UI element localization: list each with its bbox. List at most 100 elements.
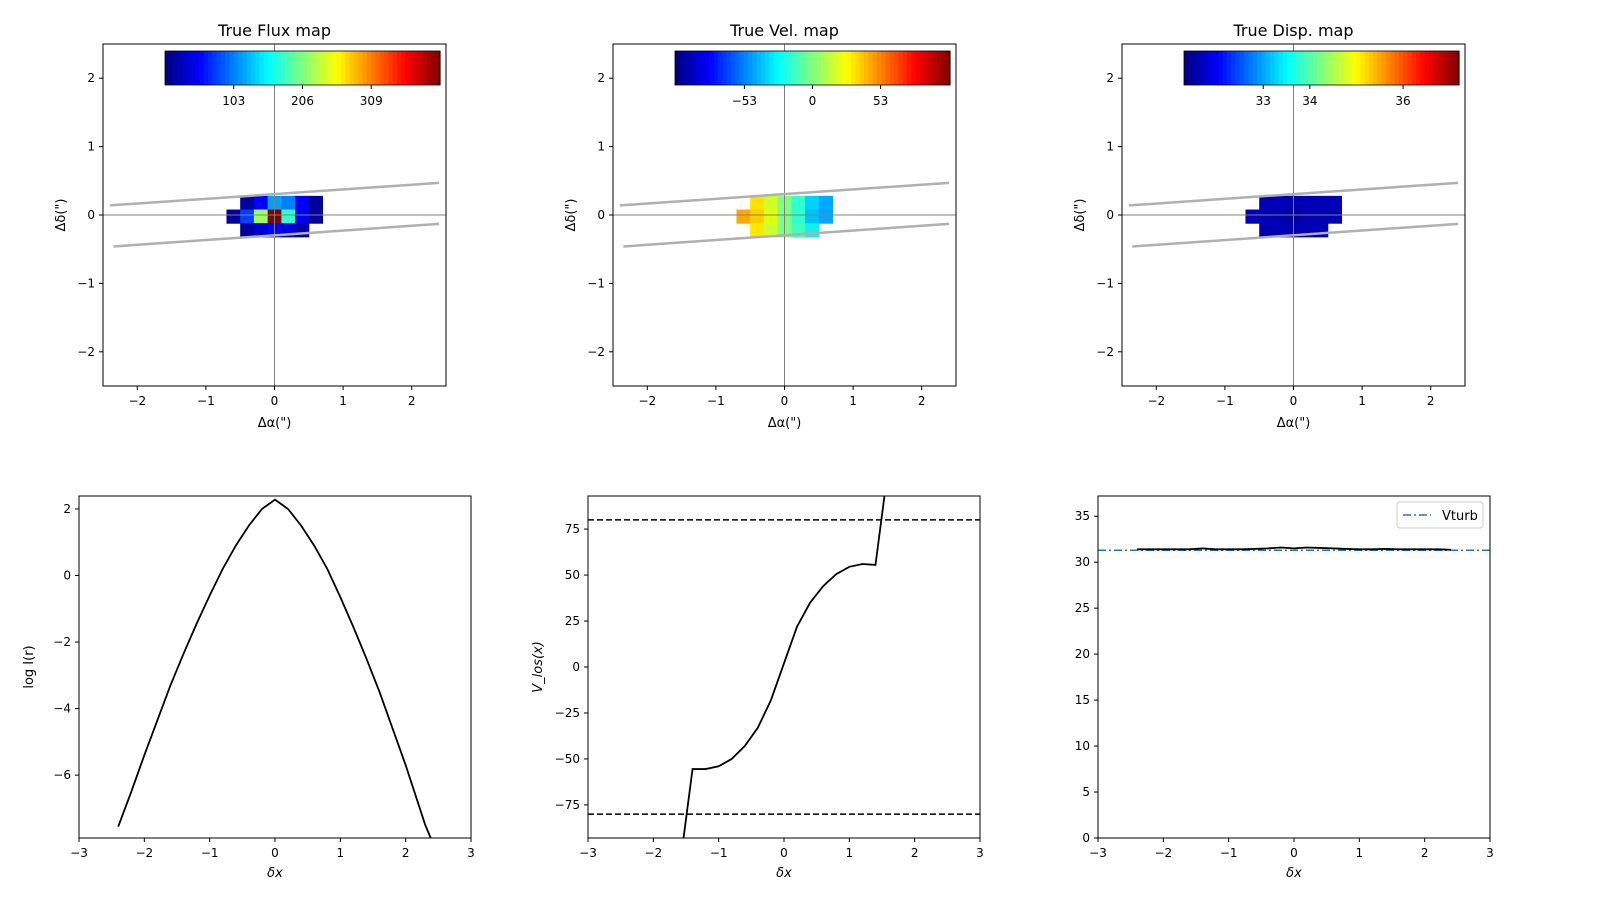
x-tick-label: −3 <box>579 846 597 860</box>
map-pixel <box>308 209 324 224</box>
colorbar-segment <box>332 51 338 85</box>
colorbar-segment <box>928 51 934 85</box>
x-tick-label: −2 <box>135 846 153 860</box>
map-pixel <box>253 223 269 238</box>
x-tick-label: 0 <box>780 846 788 860</box>
colorbar-segment <box>1330 51 1335 85</box>
colorbar-segment <box>250 51 256 85</box>
colorbar-segment <box>1416 51 1421 85</box>
colorbar-segment <box>169 51 175 85</box>
colorbar-segment <box>298 51 304 85</box>
chart-panel-2: 33 34 36 −2 −1 0 1 2 −2 −1 0 1 2 True Disp. map Δα(") Δ… <box>1073 21 1466 431</box>
y-tick-label: −1 <box>1096 276 1114 290</box>
y-tick-label: 10 <box>1075 739 1090 753</box>
map-pixel <box>1314 223 1329 238</box>
colorbar-segment <box>1226 51 1232 85</box>
colorbar-segment <box>1188 51 1194 85</box>
y-tick-label: −2 <box>1096 345 1114 359</box>
colorbar-segment <box>752 51 758 85</box>
plot-area <box>588 496 980 838</box>
x-tick-label: −1 <box>1216 394 1234 408</box>
colorbar-segment <box>165 51 170 85</box>
plot-area <box>613 44 956 386</box>
colorbar-segment <box>765 51 771 85</box>
colorbar: −53 0 53 <box>674 50 951 108</box>
map-pixel <box>253 209 269 224</box>
dispersion-line <box>1137 546 1451 551</box>
map-pixel <box>1259 195 1274 211</box>
map-pixel <box>805 195 820 211</box>
map-pixel <box>791 195 806 211</box>
y-tick-label: 0 <box>63 569 71 583</box>
slit-line <box>1132 222 1459 248</box>
colorbar-segment <box>186 51 192 85</box>
map-pixel <box>308 195 324 211</box>
x-tick-label: −2 <box>638 394 656 408</box>
colorbar-segment <box>885 51 891 85</box>
colorbar-segment <box>255 51 261 85</box>
x-tick-label: 0 <box>271 846 279 860</box>
colorbar-segment <box>397 51 402 85</box>
map-pixel <box>1314 195 1329 211</box>
plot-area <box>1098 546 1490 551</box>
colorbar-segment <box>1450 51 1456 85</box>
colorbar-segment <box>1231 51 1237 85</box>
colorbar-segment <box>907 51 912 85</box>
y-tick-label: 1 <box>87 140 95 154</box>
colorbar-segment <box>341 51 347 85</box>
x-tick-label: −2 <box>128 394 146 408</box>
colorbar-segment <box>1420 51 1426 85</box>
map-pixel <box>818 209 834 224</box>
colorbar-segment <box>375 51 381 85</box>
colorbar-segment <box>392 51 398 85</box>
x-tick-label: 2 <box>402 846 410 860</box>
y-tick-label: −6 <box>53 768 71 782</box>
colorbar-segment <box>838 51 844 85</box>
colorbar-segment <box>894 51 900 85</box>
y-tick-label: −2 <box>53 635 71 649</box>
colorbar-segment <box>1394 51 1400 85</box>
colorbar-segment <box>1360 51 1366 85</box>
colorbar-segment <box>932 51 938 85</box>
colorbar-segment <box>1269 51 1275 85</box>
colorbar-segment <box>207 51 213 85</box>
y-tick-label: 35 <box>1075 509 1090 523</box>
x-tick-label: 0 <box>781 394 789 408</box>
y-tick-label: 75 <box>565 522 580 536</box>
map-pixel <box>240 209 255 224</box>
slit-line <box>623 222 950 248</box>
colorbar-segment <box>1248 51 1254 85</box>
colorbar-segment <box>1355 51 1361 85</box>
x-axis-label: δx <box>267 866 283 881</box>
map-pixel <box>1327 195 1343 211</box>
colorbar-segment <box>401 51 407 85</box>
colorbar-segment <box>756 51 762 85</box>
colorbar-segment <box>743 51 749 85</box>
colorbar-segment <box>881 51 887 85</box>
colorbar: 33 34 36 <box>1183 50 1460 108</box>
colorbar-segment <box>1257 51 1262 85</box>
colorbar-segment <box>1347 51 1353 85</box>
colorbar-segment <box>735 51 741 85</box>
slit-line <box>1128 181 1459 207</box>
colorbar-tick-label: 33 <box>1256 94 1271 108</box>
colorbar-segment <box>945 51 951 85</box>
colorbar-segment <box>902 51 908 85</box>
colorbar-segment <box>808 51 814 85</box>
colorbar-segment <box>855 51 861 85</box>
Vlos-line <box>682 496 886 838</box>
x-tick-label: 1 <box>849 394 857 408</box>
colorbar-segment <box>722 51 728 85</box>
colorbar-segment <box>293 51 299 85</box>
colorbar-segment <box>1342 51 1348 85</box>
colorbar-segment <box>717 51 723 85</box>
colorbar-segment <box>760 51 766 85</box>
x-axis-label: δx <box>776 866 792 881</box>
colorbar-segment <box>311 51 316 85</box>
colorbar-tick-label: 34 <box>1302 94 1317 108</box>
y-tick-label: 0 <box>1106 208 1114 222</box>
colorbar-segment <box>876 51 882 85</box>
x-axis-label: δx <box>1286 866 1302 881</box>
colorbar-segment <box>1265 51 1271 85</box>
